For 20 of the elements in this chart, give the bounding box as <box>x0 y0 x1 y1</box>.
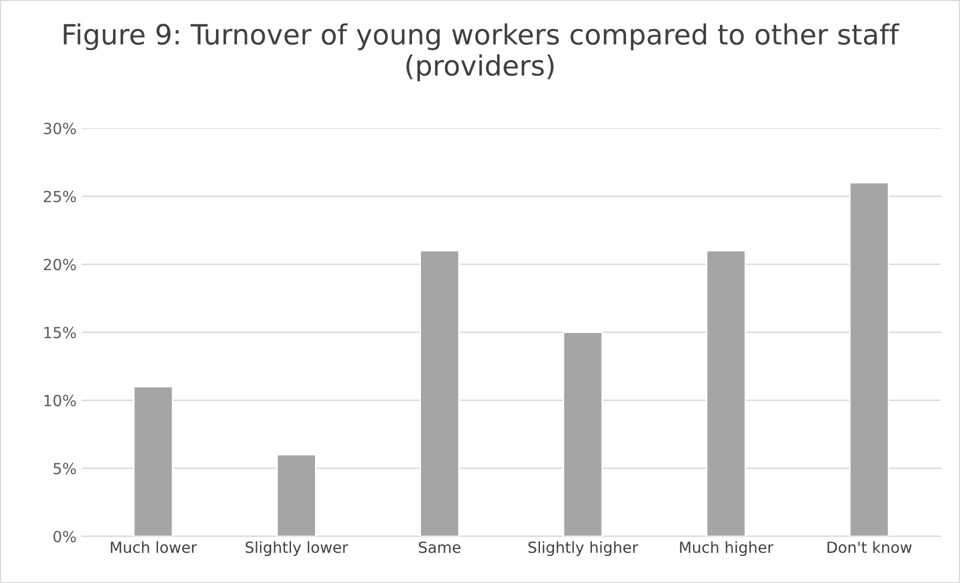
bar <box>133 386 174 536</box>
y-tick-label: 30% <box>44 122 76 134</box>
y-tick-label: 15% <box>44 326 76 338</box>
x-tick-label: Much lower <box>110 541 197 554</box>
y-tick-label: 10% <box>44 394 76 406</box>
bar <box>562 332 603 536</box>
x-tick-label: Slightly lower <box>246 541 348 556</box>
bar <box>849 182 890 536</box>
x-tick-label: Much higher <box>680 541 774 556</box>
y-tick-label: 0% <box>54 530 76 542</box>
y-tick-label: 25% <box>44 190 76 202</box>
y-tick-label: 20% <box>44 258 76 270</box>
chart-title: Figure 9: Turnover of young workers compared to other staff (providers) <box>64 23 900 82</box>
x-tick-label: Same <box>418 541 460 554</box>
x-tick-label: Slightly higher <box>528 541 638 556</box>
y-tick-label: 5% <box>54 462 76 474</box>
bar <box>420 250 460 536</box>
bar <box>276 454 316 536</box>
bar <box>706 250 746 536</box>
x-tick-label: Don't know <box>828 541 912 554</box>
